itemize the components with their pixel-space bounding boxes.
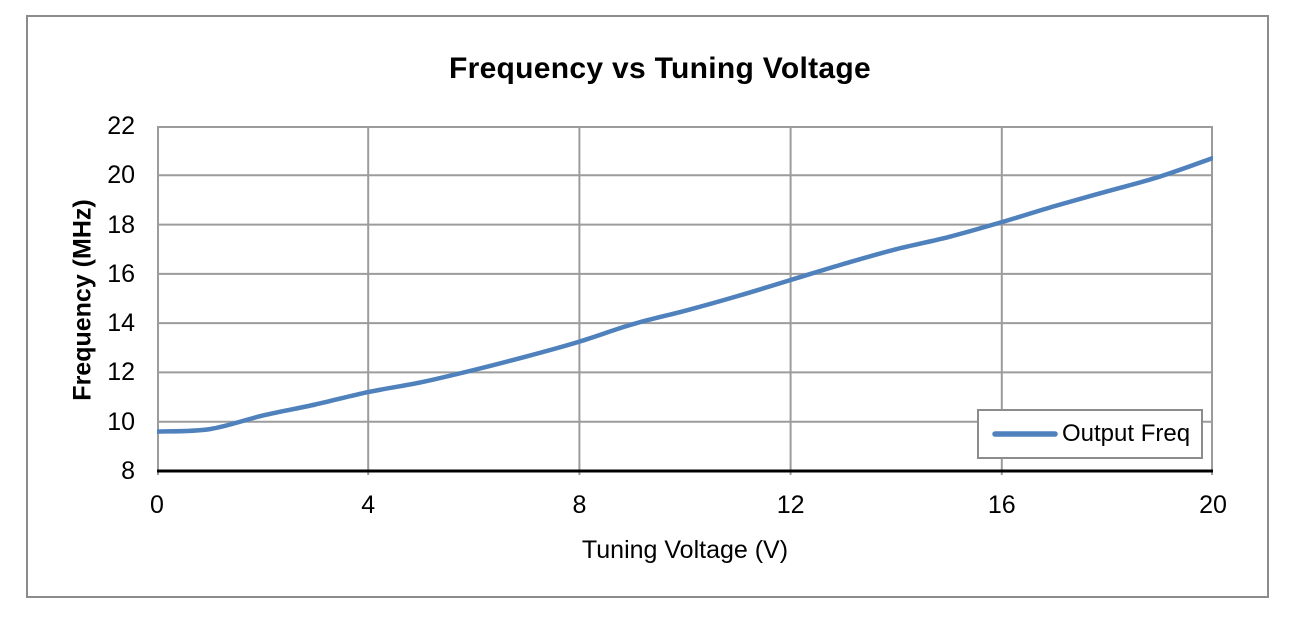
y-tick-label: 12: [107, 358, 135, 387]
legend-label: Output Freq: [1062, 420, 1191, 447]
x-tick-label: 0: [150, 491, 164, 519]
y-tick-label: 8: [121, 457, 135, 485]
y-tick-label: 18: [107, 210, 135, 239]
y-axis-tick-labels: 8 10 12 14 16 18 20 22: [40, 113, 135, 484]
chart-title: Frequency vs Tuning Voltage: [448, 52, 872, 85]
series-line: [157, 155, 1213, 434]
legend: Output Freq: [977, 409, 1203, 459]
x-tick-label: 12: [776, 491, 805, 519]
y-tick-label: 14: [107, 309, 135, 338]
y-tick-label: 16: [107, 259, 135, 288]
x-axis-tick-labels: 0 4 8 12 16 20: [150, 491, 1227, 522]
x-tick-label: 8: [572, 491, 587, 519]
x-tick-label: 20: [1199, 491, 1227, 519]
legend-line-sample-icon: [992, 431, 1058, 437]
y-tick-label: 10: [107, 407, 135, 436]
x-tick-label: 4: [361, 491, 376, 519]
chart-area-border: [26, 15, 1269, 598]
x-tick-label: 16: [987, 491, 1016, 519]
y-tick-label: 22: [107, 112, 135, 140]
y-tick-label: 20: [107, 161, 135, 190]
x-axis-title: Tuning Voltage (V): [581, 536, 789, 564]
